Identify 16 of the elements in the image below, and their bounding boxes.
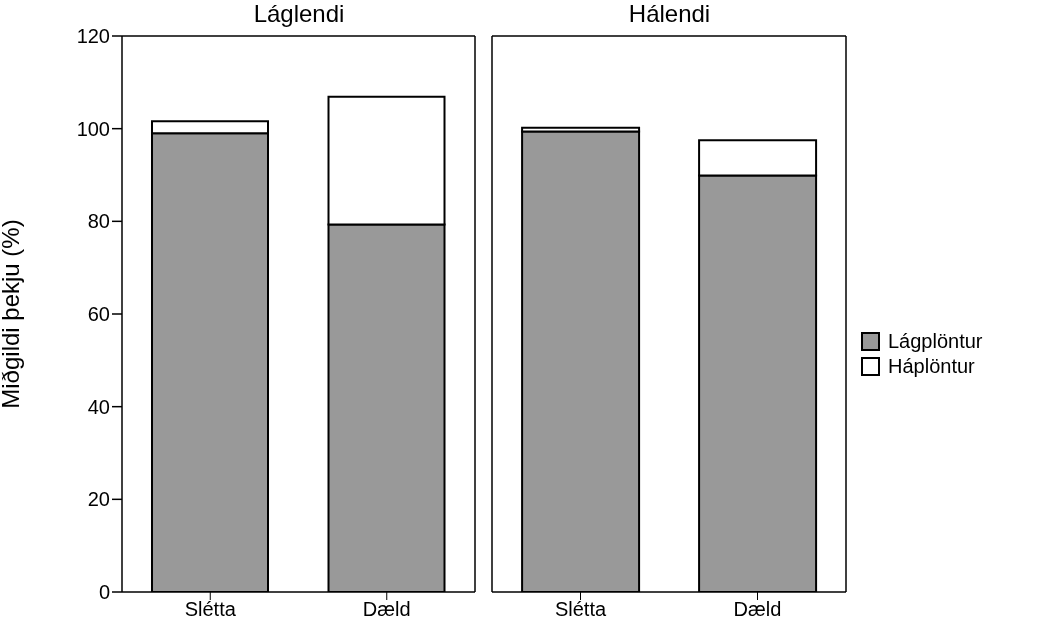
chart-title: Hálendi (627, 0, 712, 28)
x-tick-label: Slétta (554, 598, 607, 621)
y-tick-label: 20 (87, 488, 110, 511)
y-tick-label: 60 (87, 303, 110, 326)
legend-label: Háplöntur (888, 355, 975, 378)
y-tick-label: 100 (76, 117, 110, 140)
chart-title: Láglendi (252, 0, 346, 28)
y-tick-label: 80 (87, 210, 110, 233)
legend-label: Lágplöntur (888, 330, 983, 353)
y-tick-label: 120 (76, 25, 110, 48)
y-tick-label: 0 (98, 581, 110, 604)
x-tick-label: Dæld (733, 598, 782, 621)
x-tick-label: Dæld (362, 598, 411, 621)
y-tick-label: 40 (87, 395, 110, 418)
x-tick-label: Slétta (184, 598, 237, 621)
y-axis-title: Miðgildi þekju (%) (0, 219, 24, 409)
